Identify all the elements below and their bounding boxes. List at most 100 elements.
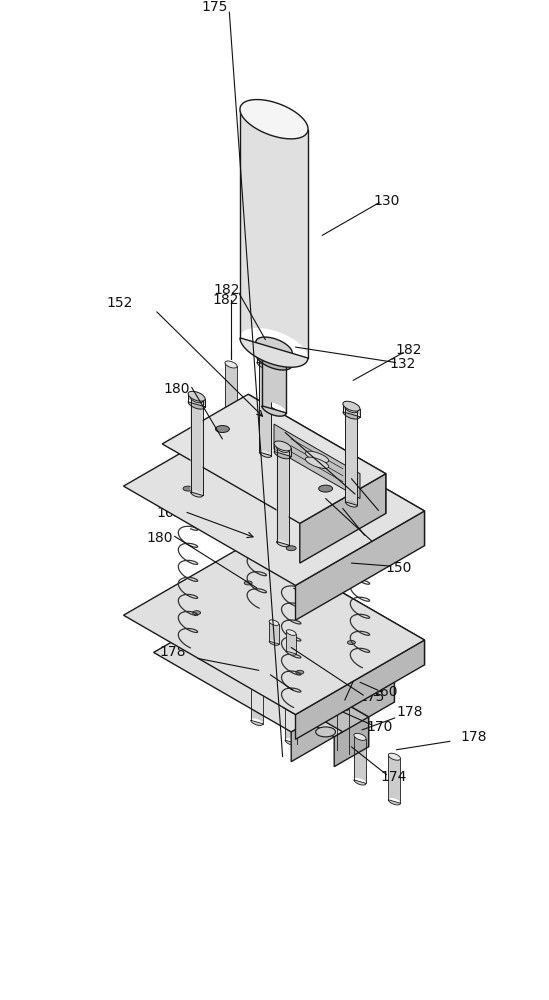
Ellipse shape (316, 727, 335, 737)
Polygon shape (257, 362, 274, 369)
Polygon shape (388, 753, 400, 760)
Polygon shape (251, 674, 263, 724)
Polygon shape (256, 354, 292, 370)
Polygon shape (124, 412, 424, 585)
Text: 160: 160 (372, 685, 398, 699)
Ellipse shape (318, 485, 333, 492)
Polygon shape (124, 541, 424, 715)
Polygon shape (240, 100, 308, 139)
Polygon shape (283, 687, 368, 737)
Polygon shape (337, 704, 349, 754)
Polygon shape (248, 394, 386, 513)
Text: 174: 174 (380, 770, 407, 784)
Text: 180: 180 (367, 536, 393, 550)
Polygon shape (287, 651, 296, 655)
Polygon shape (253, 541, 424, 665)
Polygon shape (269, 641, 279, 645)
Text: 180: 180 (164, 382, 190, 396)
Text: 180: 180 (146, 531, 173, 545)
Polygon shape (188, 402, 205, 409)
Polygon shape (343, 401, 360, 411)
Polygon shape (345, 406, 357, 413)
Text: 178: 178 (159, 645, 186, 659)
Text: 156: 156 (370, 501, 397, 515)
Ellipse shape (268, 496, 280, 502)
Polygon shape (274, 451, 291, 459)
Polygon shape (251, 674, 263, 681)
Text: 182: 182 (395, 343, 422, 357)
Polygon shape (274, 441, 291, 456)
Ellipse shape (305, 451, 329, 462)
Polygon shape (354, 733, 366, 740)
Polygon shape (295, 511, 424, 620)
Ellipse shape (252, 446, 262, 451)
Polygon shape (269, 620, 279, 644)
Polygon shape (277, 445, 289, 545)
Polygon shape (188, 391, 205, 401)
Polygon shape (225, 407, 237, 413)
Polygon shape (256, 337, 292, 365)
Polygon shape (337, 750, 349, 755)
Text: 150: 150 (385, 561, 412, 575)
Polygon shape (240, 338, 308, 367)
Polygon shape (269, 620, 279, 625)
Polygon shape (191, 396, 203, 495)
Polygon shape (337, 704, 349, 711)
Polygon shape (300, 474, 386, 563)
Polygon shape (251, 720, 263, 725)
Polygon shape (253, 412, 424, 546)
Polygon shape (191, 492, 203, 497)
Polygon shape (225, 361, 237, 368)
Polygon shape (295, 640, 424, 739)
Text: 152: 152 (107, 296, 133, 310)
Polygon shape (285, 694, 297, 744)
Polygon shape (225, 361, 237, 411)
Polygon shape (285, 694, 297, 701)
Polygon shape (345, 406, 357, 505)
Ellipse shape (355, 506, 365, 511)
Text: 162: 162 (156, 506, 183, 520)
Polygon shape (259, 452, 272, 457)
Polygon shape (262, 348, 286, 362)
Polygon shape (188, 391, 205, 407)
Polygon shape (343, 401, 360, 417)
Polygon shape (256, 337, 292, 358)
Ellipse shape (296, 611, 304, 615)
Text: 178: 178 (461, 730, 487, 744)
Polygon shape (162, 394, 386, 523)
Text: 178: 178 (248, 660, 274, 674)
Polygon shape (257, 352, 274, 367)
Polygon shape (354, 780, 366, 785)
Polygon shape (274, 441, 291, 451)
Polygon shape (262, 406, 286, 416)
Polygon shape (240, 100, 308, 358)
Ellipse shape (244, 581, 252, 585)
Polygon shape (277, 445, 289, 452)
Text: 175: 175 (358, 690, 384, 704)
Text: 182: 182 (214, 283, 240, 297)
Text: 178: 178 (396, 705, 423, 719)
Polygon shape (257, 593, 394, 702)
Polygon shape (343, 412, 360, 419)
Polygon shape (287, 630, 296, 635)
Text: 175: 175 (201, 0, 228, 14)
Polygon shape (287, 630, 296, 654)
Text: 178: 178 (344, 665, 371, 679)
Text: 182: 182 (344, 489, 370, 503)
Polygon shape (291, 672, 394, 762)
Ellipse shape (193, 611, 200, 615)
Polygon shape (334, 717, 368, 767)
Ellipse shape (348, 641, 355, 645)
Ellipse shape (296, 670, 304, 674)
Polygon shape (191, 396, 203, 403)
Polygon shape (345, 502, 357, 507)
Text: 182: 182 (213, 293, 239, 307)
Polygon shape (262, 348, 286, 413)
Polygon shape (388, 753, 400, 803)
Polygon shape (388, 800, 400, 805)
Polygon shape (259, 356, 272, 363)
Ellipse shape (286, 546, 296, 551)
Polygon shape (274, 424, 360, 499)
Ellipse shape (183, 486, 193, 491)
Text: 170: 170 (367, 720, 393, 734)
